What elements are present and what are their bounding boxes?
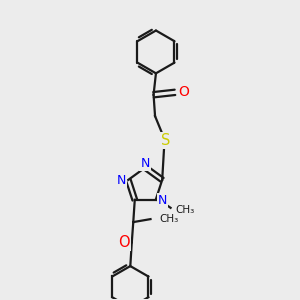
Text: CH₃: CH₃ (159, 214, 178, 224)
Text: O: O (118, 235, 130, 250)
Text: N: N (140, 158, 150, 170)
Text: O: O (178, 85, 189, 99)
Text: N: N (158, 194, 167, 207)
Text: N: N (117, 174, 126, 187)
Text: CH₃: CH₃ (176, 205, 195, 215)
Text: S: S (161, 133, 170, 148)
